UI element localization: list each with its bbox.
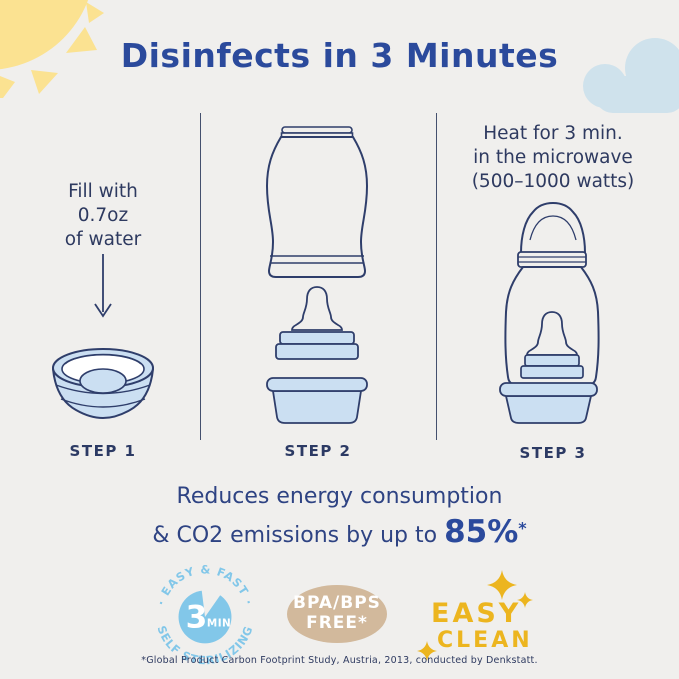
sun-icon [0,0,104,98]
self-sterilizing-badge: 3 MIN · EASY & FAST · SELF STERILIZING [154,563,256,667]
step3-label: STEP 3 [519,444,587,462]
easy-clean-word2: CLEAN [437,628,533,653]
step1-instruction: Fill with 0.7oz of water [25,180,181,252]
footnote: *Global Product Carbon Footprint Study, … [141,655,538,666]
assembled-bottle-illustration [499,201,600,424]
benefit-line2: & CO2 emissions by up to 85%* [152,513,527,550]
easy-clean-badge: EASY CLEAN [417,565,555,665]
instruction-line: (500–1000 watts) [471,171,635,193]
easy-clean-word1: EASY [431,598,522,629]
step2-label: STEP 2 [284,442,352,460]
sparkle-icon [417,641,437,661]
page-title: Disinfects in 3 Minutes [120,36,559,75]
column-divider [436,113,437,440]
instruction-line: Heat for 3 min. [483,123,623,144]
instruction-line: of water [64,229,142,251]
percentage-highlight: 85% [444,513,519,550]
benefit-text: Reduces energy consumption & CO2 emissio… [0,482,679,554]
badge-number: 3 [186,599,208,635]
water-bowl-illustration [51,348,155,420]
step1-label: STEP 1 [69,442,137,460]
benefit-line1: Reduces energy consumption [176,484,503,509]
cloud-icon [583,38,679,113]
bpa-free-badge: BPA/BPS FREE* [287,585,387,643]
instruction-line: Fill with [68,181,138,202]
bpa-line2: FREE* [306,613,368,633]
down-arrow-icon [94,254,112,318]
bottle-parts-illustration [265,126,369,424]
footnote-marker: * [518,518,527,538]
sparkle-icon [517,592,533,608]
instruction-line: in the microwave [473,147,633,169]
badge-unit: MIN [207,617,231,629]
sparkle-icon [487,570,517,600]
step3-instruction: Heat for 3 min. in the microwave (500–10… [453,122,653,194]
instruction-line: 0.7oz [77,205,129,227]
column-divider [200,113,201,440]
bpa-line1: BPA/BPS [293,593,381,614]
timer-icon [178,587,232,644]
